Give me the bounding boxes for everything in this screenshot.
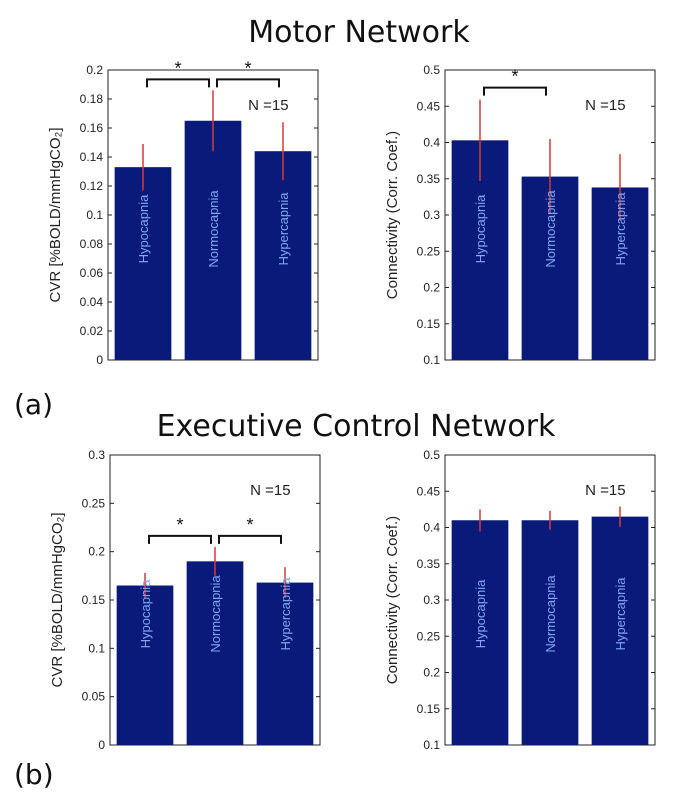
significance-star: * bbox=[511, 67, 518, 87]
significance-bracket bbox=[216, 78, 280, 88]
bar-hypercapnia bbox=[256, 582, 314, 745]
title-motor-network: Motor Network bbox=[248, 15, 470, 50]
y-tick-label: 0.05 bbox=[82, 690, 106, 704]
y-axis-label: CVR [%BOLD/mmHgCO₂] bbox=[49, 512, 66, 687]
y-tick-label: 0.45 bbox=[417, 484, 441, 498]
bar-category-label: Hypercapnia bbox=[613, 192, 628, 266]
y-tick-label: 0.1 bbox=[88, 641, 105, 655]
bar-category-label: Normocapnia bbox=[208, 575, 223, 653]
sample-size-label: N =15 bbox=[248, 97, 288, 114]
panel-label-a: (a) bbox=[14, 388, 53, 421]
sample-size-label: N =15 bbox=[585, 482, 625, 499]
y-tick-label: 0.04 bbox=[80, 295, 104, 309]
bar-normocapnia bbox=[184, 120, 242, 360]
sample-size-label: N =15 bbox=[585, 97, 625, 114]
y-tick-label: 0.06 bbox=[80, 266, 104, 280]
y-tick-label: 0.1 bbox=[423, 738, 440, 752]
bar-category-label: Normocapnia bbox=[543, 190, 558, 268]
bar-hypocapnia bbox=[451, 520, 509, 745]
title-executive-control-network: Executive Control Network bbox=[157, 409, 556, 444]
y-tick-label: 0.14 bbox=[80, 150, 104, 164]
y-tick-label: 0.2 bbox=[423, 281, 440, 295]
significance-star: * bbox=[174, 58, 181, 78]
y-tick-label: 0 bbox=[96, 353, 103, 367]
charts-group: 0 0.02 0.04 0.06 0.08 0.1 0.12 0.14 0.16 0.18 0.2 C… bbox=[47, 58, 656, 752]
y-tick-label: 0.1 bbox=[423, 353, 440, 367]
y-tick-label: 0.25 bbox=[417, 629, 441, 643]
bar-hypercapnia bbox=[254, 151, 312, 360]
y-tick-label: 0.18 bbox=[80, 92, 104, 106]
y-tick-label: 0.35 bbox=[417, 172, 441, 186]
chart-executive-cvr: 0 0.05 0.1 0.15 0.2 0.25 0.3 CVR [%BOLD/mmHgCO₂… bbox=[49, 448, 321, 752]
y-axis-label: Connectivity (Corr. Coef.) bbox=[384, 131, 401, 299]
y-tick-label: 0.02 bbox=[80, 324, 104, 338]
y-tick-label: 0.35 bbox=[417, 557, 441, 571]
y-tick-label: 0.4 bbox=[423, 521, 440, 535]
y-tick-label: 0.15 bbox=[417, 317, 441, 331]
y-tick-label: 0.15 bbox=[417, 702, 441, 716]
bar-hypercapnia bbox=[591, 516, 649, 745]
y-tick-label: 0.15 bbox=[82, 593, 106, 607]
bar-hypocapnia bbox=[114, 167, 172, 360]
y-tick-label: 0.3 bbox=[88, 448, 105, 462]
y-tick-label: 0.4 bbox=[423, 136, 440, 150]
bar-category-label: Hypocapnia bbox=[136, 194, 151, 263]
y-tick-label: 0.12 bbox=[80, 179, 104, 193]
y-axis-label: CVR [%BOLD/mmHgCO₂] bbox=[47, 127, 64, 302]
panel-label-b: (b) bbox=[14, 758, 54, 791]
y-tick-label: 0.45 bbox=[417, 99, 441, 113]
significance-bracket bbox=[218, 534, 282, 544]
y-tick-label: 0.16 bbox=[80, 121, 104, 135]
significance-bracket bbox=[148, 534, 212, 544]
bar-hypocapnia bbox=[116, 585, 174, 745]
sample-size-label: N =15 bbox=[250, 482, 290, 499]
bar-normocapnia bbox=[521, 520, 579, 745]
y-tick-label: 0.3 bbox=[423, 593, 440, 607]
bar-category-label: Hypocapnia bbox=[473, 194, 488, 263]
bar-category-label: Hypercapnia bbox=[276, 192, 291, 266]
y-axis-label: Connectivity (Corr. Coef.) bbox=[384, 516, 401, 684]
bar-category-label: Hypocapnia bbox=[138, 579, 153, 648]
bar-category-label: Hypercapnia bbox=[613, 577, 628, 651]
chart-executive-connectivity: 0.1 0.15 0.2 0.25 0.3 0.35 0.4 0.45 0.5 Connectiv… bbox=[384, 448, 656, 752]
significance-star: * bbox=[246, 515, 253, 535]
y-tick-label: 0.3 bbox=[423, 208, 440, 222]
bar-category-label: Hypercapnia bbox=[278, 577, 293, 651]
y-tick-label: 0 bbox=[98, 738, 105, 752]
y-tick-label: 0.5 bbox=[423, 63, 440, 77]
y-tick-label: 0.5 bbox=[423, 448, 440, 462]
y-tick-label: 0.25 bbox=[82, 496, 106, 510]
significance-star: * bbox=[244, 58, 251, 78]
chart-motor-cvr: 0 0.02 0.04 0.06 0.08 0.1 0.12 0.14 0.16 0.18 0.2 C… bbox=[47, 58, 319, 367]
significance-star: * bbox=[176, 515, 183, 535]
y-tick-label: 0.2 bbox=[423, 666, 440, 680]
y-tick-label: 0.08 bbox=[80, 237, 104, 251]
chart-motor-connectivity: 0.1 0.15 0.2 0.25 0.3 0.35 0.4 0.45 0.5 Connectiv… bbox=[384, 63, 656, 367]
y-tick-label: 0.2 bbox=[88, 545, 105, 559]
bar-category-label: Hypocapnia bbox=[473, 579, 488, 648]
bar-category-label: Normocapnia bbox=[543, 575, 558, 653]
significance-bracket bbox=[483, 86, 547, 96]
bar-category-label: Normocapnia bbox=[206, 190, 221, 268]
y-tick-label: 0.2 bbox=[86, 63, 103, 77]
y-tick-label: 0.1 bbox=[86, 208, 103, 222]
significance-bracket bbox=[146, 78, 210, 88]
bar-normocapnia bbox=[186, 561, 244, 745]
y-tick-label: 0.25 bbox=[417, 244, 441, 258]
